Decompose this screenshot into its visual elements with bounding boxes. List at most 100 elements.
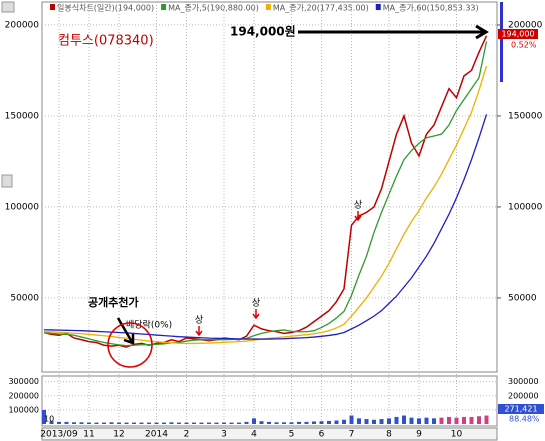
- volume-ratio: 88.48%: [509, 415, 540, 424]
- volume-bar: [117, 422, 121, 424]
- annotation: 상: [195, 315, 203, 326]
- volume-bar: [297, 421, 301, 424]
- volume-bar: [94, 422, 99, 424]
- volume-bar: [87, 422, 91, 424]
- volume-bar: [454, 417, 459, 424]
- y-tick-label: 50000: [10, 293, 39, 303]
- volume-bar: [124, 422, 129, 424]
- legend-swatch: [375, 4, 381, 10]
- last-price: 194,000: [501, 30, 534, 39]
- y-tick-label: 100000: [5, 202, 40, 212]
- volume-bar: [312, 421, 316, 424]
- x-tick-label: 7: [349, 430, 355, 440]
- x-tick-label: 2014: [145, 430, 168, 440]
- volume-bar: [229, 422, 234, 424]
- y-tick-label: 200000: [5, 20, 40, 30]
- volume-bar: [282, 422, 286, 424]
- volume-bar: [222, 422, 226, 424]
- x-tick-label: 2: [184, 430, 190, 440]
- volume-bar: [484, 415, 489, 424]
- volume-bar: [439, 417, 444, 424]
- x-axis-bar: [41, 427, 498, 441]
- x-tick-label: 9: [416, 430, 422, 440]
- last-change: 0.52%: [511, 41, 537, 50]
- scroll-indicator: [500, 2, 503, 82]
- legend-label: MA_종가,20(177,435.00): [273, 4, 369, 13]
- series-line: [43, 35, 488, 348]
- volume-bar: [57, 421, 61, 424]
- marker-arrow: [252, 309, 260, 320]
- volume-bar: [237, 422, 241, 424]
- volume-last-box: [498, 404, 544, 414]
- volume-bar: [319, 421, 324, 424]
- x-tick-label: 11: [83, 430, 94, 440]
- volume-bar: [372, 419, 376, 424]
- x-tick-label: 10: [451, 430, 463, 440]
- volume-bar: [244, 421, 249, 424]
- x-tick-label: 3: [221, 430, 227, 440]
- scroll-button[interactable]: [1, 174, 13, 188]
- volume-bar: [447, 416, 451, 424]
- volume-bar: [267, 421, 271, 424]
- volume-bar: [177, 422, 181, 424]
- volume-bar: [357, 418, 361, 424]
- series-line: [43, 41, 488, 347]
- legend-label: MA_종가,60(150,853.33): [383, 4, 479, 13]
- volume-bar: [327, 420, 331, 424]
- volume-bar: [64, 421, 69, 424]
- legend-label: 일봉식차트(일간)(194,000): [57, 3, 154, 13]
- volume-bar: [207, 422, 211, 424]
- volume-bar: [274, 422, 279, 424]
- chart-title: 컴투스(078340): [58, 34, 154, 49]
- volume-bar: [379, 419, 384, 424]
- volume-bar: [49, 421, 54, 424]
- annotation: 상: [252, 298, 260, 309]
- volume-bar: [477, 416, 481, 424]
- volume-last: 271,421: [504, 405, 537, 414]
- volume-bar: [109, 422, 114, 424]
- volume-bar: [154, 422, 159, 424]
- volume-bar: [214, 422, 219, 424]
- volume-period: 10: [44, 415, 54, 424]
- x-tick-label: 6: [319, 430, 325, 440]
- y-tick-label-right: 50000: [508, 293, 537, 303]
- y-tick-label-right: 200000: [508, 391, 539, 400]
- x-tick-label: 2013/09: [40, 430, 78, 440]
- price-panel: [41, 1, 498, 373]
- x-tick-label: 8: [386, 430, 392, 440]
- last-price-box: [498, 29, 538, 39]
- volume-bar: [147, 422, 151, 424]
- scroll-button[interactable]: [1, 1, 15, 13]
- y-tick-label: 300000: [8, 377, 39, 386]
- volume-bar: [432, 418, 436, 424]
- arrow: [298, 24, 489, 40]
- volume-bar: [424, 417, 429, 424]
- y-tick-label: 150000: [5, 111, 40, 121]
- volume-bar: [304, 421, 309, 424]
- volume-bar: [394, 416, 399, 424]
- volume-bar: [184, 422, 189, 424]
- series-line: [43, 114, 488, 340]
- y-tick-label-right: 200000: [508, 20, 543, 30]
- legend-swatch: [161, 4, 167, 10]
- marker-arrow: [195, 326, 203, 337]
- volume-bar: [259, 421, 264, 424]
- volume-bar: [417, 418, 421, 424]
- legend-swatch: [50, 4, 55, 10]
- volume-bar: [334, 420, 339, 424]
- x-tick-label: 4: [251, 430, 257, 440]
- arrow: [116, 317, 135, 345]
- x-tick-label: 5: [289, 430, 295, 440]
- volume-bar: [387, 418, 391, 424]
- volume-bar: [349, 415, 354, 424]
- annotation: 공개추천가: [88, 295, 139, 309]
- volume-bar: [462, 416, 466, 424]
- volume-bar: [162, 422, 166, 424]
- volume-bar: [132, 422, 136, 424]
- annotation: 배당락(0%): [126, 319, 172, 331]
- legend-swatch: [265, 4, 271, 10]
- x-tick-label: 12: [113, 430, 124, 440]
- volume-bar: [139, 422, 144, 424]
- volume-bar: [409, 417, 414, 424]
